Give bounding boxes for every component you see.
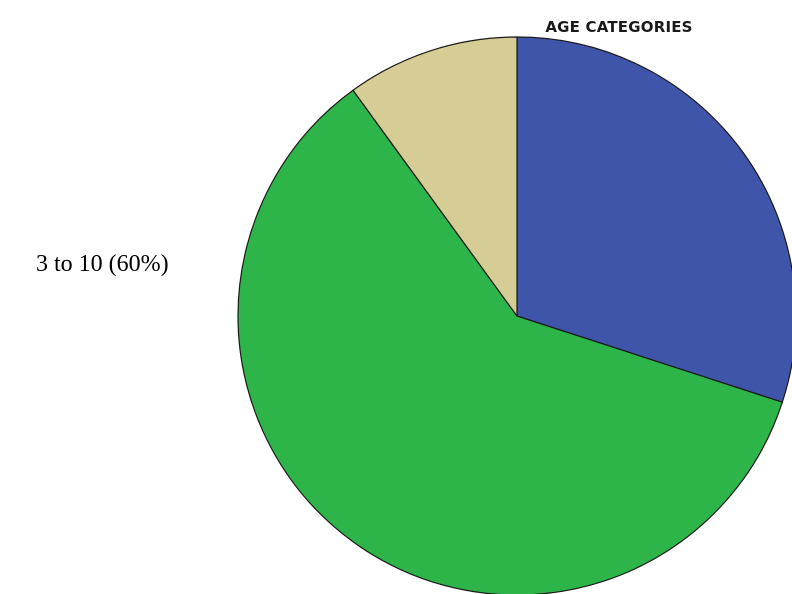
pie-slice-3 <box>352 36 518 317</box>
pie-slice-2 <box>237 89 783 594</box>
pie-slice-1 <box>516 36 792 403</box>
pie-labels: 3 to 10 (60%) <box>36 251 169 277</box>
chart-title: AGE CATEGORIES <box>545 18 693 36</box>
pie-slices <box>237 36 792 594</box>
pie-slice-label-2: 3 to 10 (60%) <box>36 251 169 277</box>
